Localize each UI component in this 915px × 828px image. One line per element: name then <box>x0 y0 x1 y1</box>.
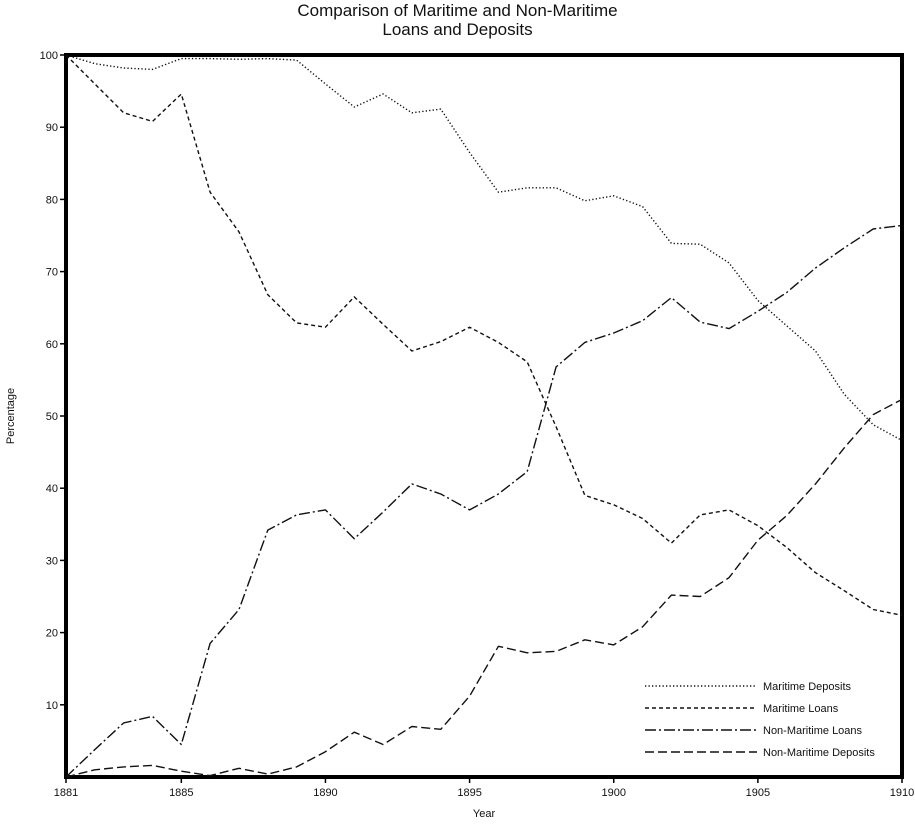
series-line-non-maritime-deposits <box>65 398 903 778</box>
legend-label-non-maritime-loans: Non-Maritime Loans <box>763 725 863 737</box>
y-tick-label: 90 <box>46 122 58 134</box>
y-tick-label: 80 <box>46 194 58 206</box>
y-tick-label: 20 <box>46 628 58 640</box>
legend-label-maritime-deposits: Maritime Deposits <box>763 681 852 693</box>
y-tick-label: 40 <box>46 483 58 495</box>
x-axis-label: Year <box>473 808 496 820</box>
x-tick-label: 1910 <box>890 787 914 799</box>
y-tick-label: 100 <box>40 50 58 62</box>
x-tick-label: 1900 <box>601 787 625 799</box>
x-tick-label: 1895 <box>457 787 481 799</box>
y-tick-label: 60 <box>46 339 58 351</box>
legend: Maritime Deposits Maritime Loans Non-Marit… <box>645 681 875 759</box>
y-tick-label: 30 <box>46 555 58 567</box>
series-layer <box>65 54 903 778</box>
chart-title-line-2: Loans and Deposits <box>382 20 533 39</box>
series-line-non-maritime-loans <box>65 224 903 778</box>
y-tick-label: 50 <box>46 411 58 423</box>
x-tick-label: 1885 <box>169 787 193 799</box>
chart-title-line-1: Comparison of Maritime and Non-Maritime <box>297 1 618 20</box>
y-tick-label: 10 <box>46 700 58 712</box>
x-axis-ticks: 1881 1885 1890 1895 1900 1905 1910 <box>54 777 914 799</box>
y-tick-label: 70 <box>46 267 58 279</box>
series-line-maritime-loans <box>65 54 903 616</box>
y-axis-label: Percentage <box>5 388 17 444</box>
legend-label-non-maritime-deposits: Non-Maritime Deposits <box>763 747 875 759</box>
x-tick-label: 1905 <box>746 787 770 799</box>
x-tick-label: 1890 <box>313 787 337 799</box>
y-axis-ticks: 10 20 30 40 50 60 70 80 90 100 <box>40 50 66 712</box>
plot-frame <box>64 53 904 779</box>
series-line-maritime-deposits <box>65 54 903 442</box>
x-tick-label: 1881 <box>54 787 78 799</box>
legend-label-maritime-loans: Maritime Loans <box>763 703 839 715</box>
